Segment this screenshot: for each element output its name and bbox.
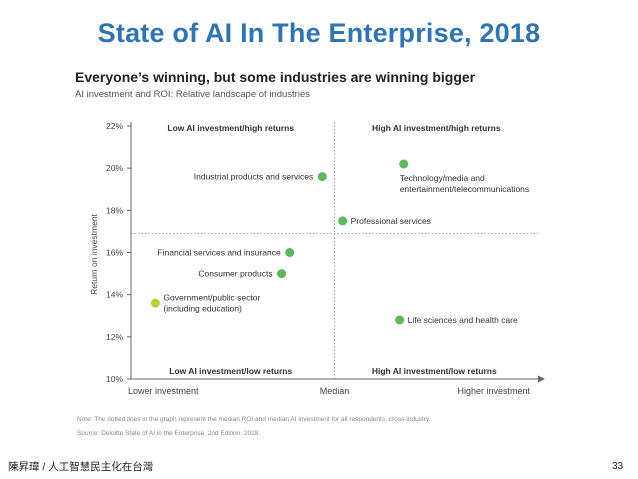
x-tick-label: Higher investment [457,386,530,396]
data-point [338,216,348,226]
scatter-chart: 10% 12% 14% 16% 18% 20% 22% Return on investmen… [89,121,545,396]
page-number: 33 [612,461,624,472]
data-point [150,298,160,308]
y-tick-label: 16% [106,248,123,258]
chart-headline: Everyone’s winning, but some industries … [75,69,476,85]
data-point-label: Industrial products and services [194,172,314,182]
y-tick-label: 18% [106,205,123,215]
data-point-label: Financial services and insurance [157,248,281,258]
data-point-label: Professional services [351,216,431,226]
data-point-label: Consumer products [198,269,272,279]
data-point-label: Government/public sector [163,293,260,303]
chart-note: Note: The dotted lines in the graph repr… [77,416,431,423]
y-tick-label: 14% [106,290,123,300]
quadrant-label-top-left: Low AI investment/high returns [167,123,294,133]
footer-author: 陳昇瑋 / 人工智慧民主化在台灣 [8,461,154,473]
data-point-label: (including education) [163,304,242,314]
y-tick-label: 10% [106,374,123,384]
y-axis-label: Return on investment [89,213,99,294]
y-tick-label: 20% [106,163,123,173]
chart-subtitle: AI investment and ROI: Relative landscap… [75,89,310,100]
quadrant-label-top-right: High AI investment/high returns [372,123,501,133]
data-point [285,248,295,257]
x-tick-label: Lower investment [128,386,199,396]
data-point [317,172,327,182]
data-point-label: Life sciences and health care [408,315,518,325]
data-point-label: entertainment/telecommunications [400,184,529,194]
data-point-label: Technology/media and [400,173,485,183]
x-tick-label: Median [320,386,350,396]
x-axis-arrow [538,375,545,383]
quadrant-label-bottom-right: High AI investment/low returns [372,366,497,376]
y-tick-label: 22% [106,121,123,131]
data-point [395,315,405,325]
data-point [399,159,409,169]
y-tick-label: 12% [106,332,123,342]
quadrant-label-bottom-left: Low AI investment/low returns [169,366,292,376]
chart-source: Source: Deloitte State of AI in the Ente… [77,430,261,437]
slide-title: State of AI In The Enterprise, 2018 [97,18,541,48]
data-point [277,269,287,279]
